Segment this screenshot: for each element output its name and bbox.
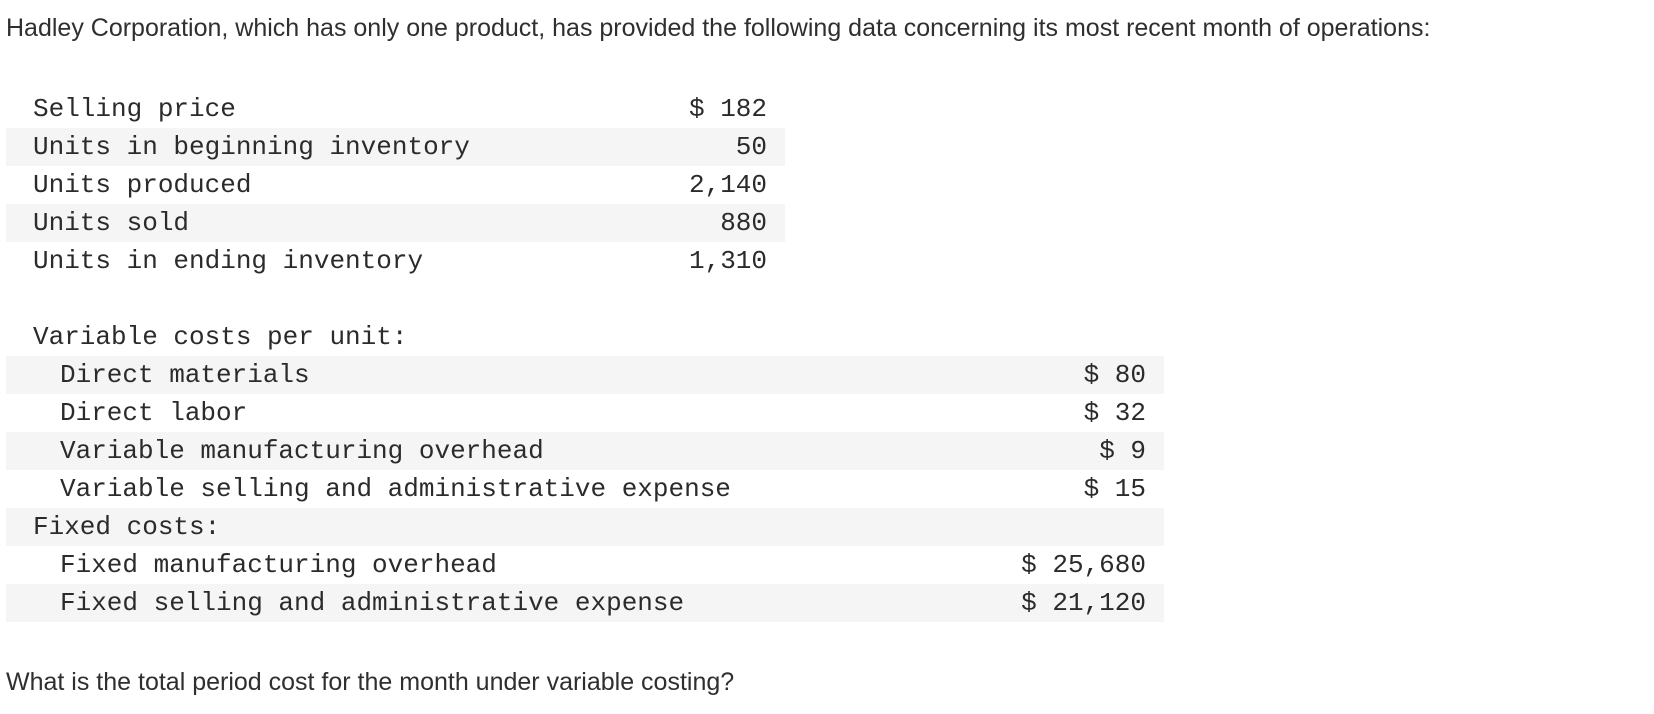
fixed-costs-heading: Fixed costs: <box>6 508 886 546</box>
intro-text: Hadley Corporation, which has only one p… <box>6 14 1431 42</box>
table-row: Units in beginning inventory 50 <box>6 128 785 166</box>
row-label: Units sold <box>6 204 593 242</box>
row-label: Variable selling and administrative expe… <box>60 474 731 504</box>
row-label: Fixed selling and administrative expense <box>6 584 886 622</box>
table-row: Fixed selling and administrative expense… <box>6 584 1164 622</box>
row-value: 880 <box>593 204 785 242</box>
table-row: Units in ending inventory 1,310 <box>6 242 785 280</box>
table-row: Variable manufacturing overhead $ 9 <box>6 432 1164 470</box>
row-value: $ 21,120 <box>886 584 1164 622</box>
row-value: $ 25,680 <box>1021 550 1146 580</box>
row-label: Direct labor <box>60 398 248 428</box>
table-row: Selling price $ 182 <box>6 90 785 128</box>
section-heading-row: Fixed costs: <box>6 508 1164 546</box>
row-value: $ 9 <box>886 432 1164 470</box>
table-row: Direct materials $ 80 <box>6 356 1164 394</box>
row-label: Fixed manufacturing overhead <box>60 550 497 580</box>
row-value: $ 182 <box>688 94 767 124</box>
row-value: 2,140 <box>688 170 767 200</box>
row-value: $ 80 <box>886 356 1164 394</box>
question-text: What is the total period cost for the mo… <box>6 668 735 696</box>
table-row: Direct labor $ 32 <box>6 394 1164 432</box>
operations-table: Selling price $ 182 Units in beginning i… <box>6 90 785 280</box>
row-label: Direct materials <box>6 356 886 394</box>
section-heading-row: Variable costs per unit: <box>6 318 1164 356</box>
table-row: Variable selling and administrative expe… <box>6 470 1164 508</box>
table-row: Units sold 880 <box>6 204 785 242</box>
row-label: Units produced <box>33 170 252 200</box>
row-value: 50 <box>593 128 785 166</box>
variable-costs-heading: Variable costs per unit: <box>33 322 408 352</box>
row-label: Units in beginning inventory <box>6 128 593 166</box>
row-label: Variable manufacturing overhead <box>6 432 886 470</box>
row-value: $ 15 <box>1083 474 1146 504</box>
row-label: Units in ending inventory <box>33 246 424 276</box>
table-row: Units produced 2,140 <box>6 166 785 204</box>
row-value: $ 32 <box>1083 398 1146 428</box>
row-value: 1,310 <box>688 246 767 276</box>
row-label: Selling price <box>33 94 236 124</box>
table-row: Fixed manufacturing overhead $ 25,680 <box>6 546 1164 584</box>
costs-table: Variable costs per unit: Direct material… <box>6 318 1164 622</box>
